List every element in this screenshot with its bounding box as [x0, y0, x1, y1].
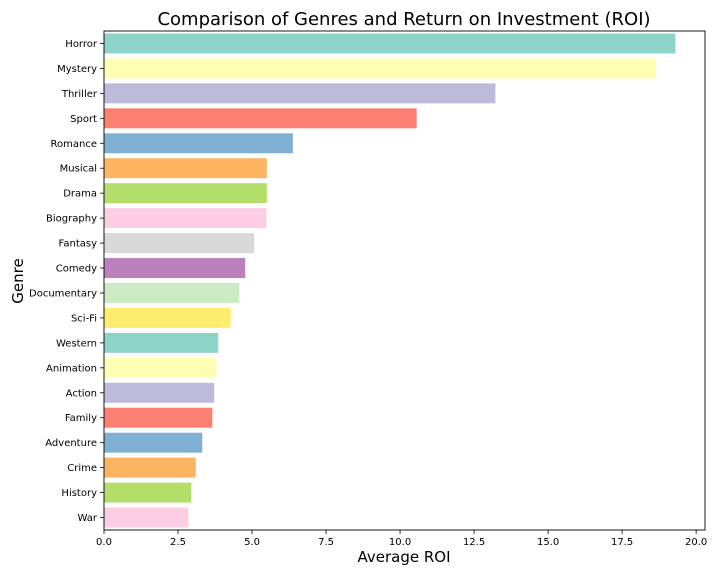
y-axis-label: Genre	[9, 258, 27, 303]
bar-thriller	[104, 83, 496, 104]
x-axis-ticks: 0.0 2.5 5.0 7.5 10.0 12.5 15.0 17.5 20.0	[96, 530, 707, 548]
bar-family	[104, 407, 213, 428]
y-tick-label: Crime	[67, 463, 97, 474]
bar-musical	[104, 158, 267, 179]
y-axis-ticks: Horror Mystery Thriller Sport Romance Musical…	[29, 39, 104, 524]
y-tick-label: Fantasy	[59, 239, 98, 250]
x-tick-label: 17.5	[611, 537, 633, 548]
bar-adventure	[104, 432, 203, 453]
y-tick-label: Comedy	[56, 264, 97, 275]
y-tick-label: Musical	[60, 164, 97, 175]
bar-sport	[104, 108, 417, 129]
x-tick-label: 10.0	[389, 537, 411, 548]
y-tick-label: Horror	[65, 39, 98, 50]
x-tick-label: 12.5	[463, 537, 485, 548]
x-axis-label: Average ROI	[357, 548, 450, 566]
bar-comedy	[104, 258, 246, 279]
y-tick-label: Sci-Fi	[71, 313, 97, 324]
bar-drama	[104, 183, 267, 204]
y-tick-label: Adventure	[45, 438, 97, 449]
y-tick-label: Sport	[70, 114, 97, 125]
y-tick-label: Documentary	[29, 288, 97, 299]
y-tick-label: Animation	[46, 363, 97, 374]
bar-crime	[104, 457, 196, 478]
y-tick-label: Western	[56, 338, 97, 349]
bar-action	[104, 382, 215, 403]
y-tick-label: Drama	[63, 189, 97, 200]
y-tick-label: Biography	[46, 214, 97, 225]
bar-sci-fi	[104, 307, 231, 328]
plot-frame	[103, 30, 706, 531]
bar-romance	[104, 133, 293, 154]
x-tick-label: 5.0	[244, 537, 260, 548]
y-tick-label: War	[78, 513, 98, 524]
y-tick-label: Mystery	[57, 64, 97, 75]
bar-biography	[104, 208, 267, 229]
bar-mystery	[104, 58, 657, 79]
y-tick-label: Family	[65, 413, 97, 424]
x-tick-label: 20.0	[685, 537, 707, 548]
bar-western	[104, 332, 219, 353]
x-tick-label: 2.5	[170, 537, 186, 548]
chart-title: Comparison of Genres and Return on Inves…	[157, 9, 650, 30]
bar-war	[104, 507, 189, 528]
bar-fantasy	[104, 233, 255, 254]
bar-history	[104, 482, 192, 503]
x-tick-label: 15.0	[537, 537, 559, 548]
x-tick-label: 7.5	[318, 537, 334, 548]
bars-group	[104, 33, 676, 528]
y-tick-label: Action	[66, 388, 97, 399]
bar-horror	[104, 33, 676, 54]
y-tick-label: Romance	[51, 139, 97, 150]
bar-animation	[104, 357, 217, 378]
y-tick-label: History	[61, 488, 97, 499]
y-tick-label: Thriller	[61, 89, 98, 100]
bar-documentary	[104, 282, 240, 303]
x-tick-label: 0.0	[96, 537, 112, 548]
